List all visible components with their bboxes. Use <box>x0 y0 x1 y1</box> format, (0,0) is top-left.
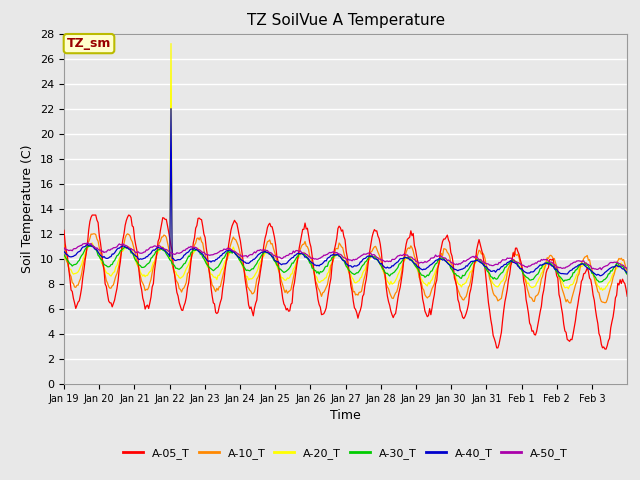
Y-axis label: Soil Temperature (C): Soil Temperature (C) <box>22 144 35 273</box>
Text: TZ_sm: TZ_sm <box>67 37 111 50</box>
Legend: A-05_T, A-10_T, A-20_T, A-30_T, A-40_T, A-50_T: A-05_T, A-10_T, A-20_T, A-30_T, A-40_T, … <box>119 444 572 464</box>
Title: TZ SoilVue A Temperature: TZ SoilVue A Temperature <box>246 13 445 28</box>
X-axis label: Time: Time <box>330 409 361 422</box>
